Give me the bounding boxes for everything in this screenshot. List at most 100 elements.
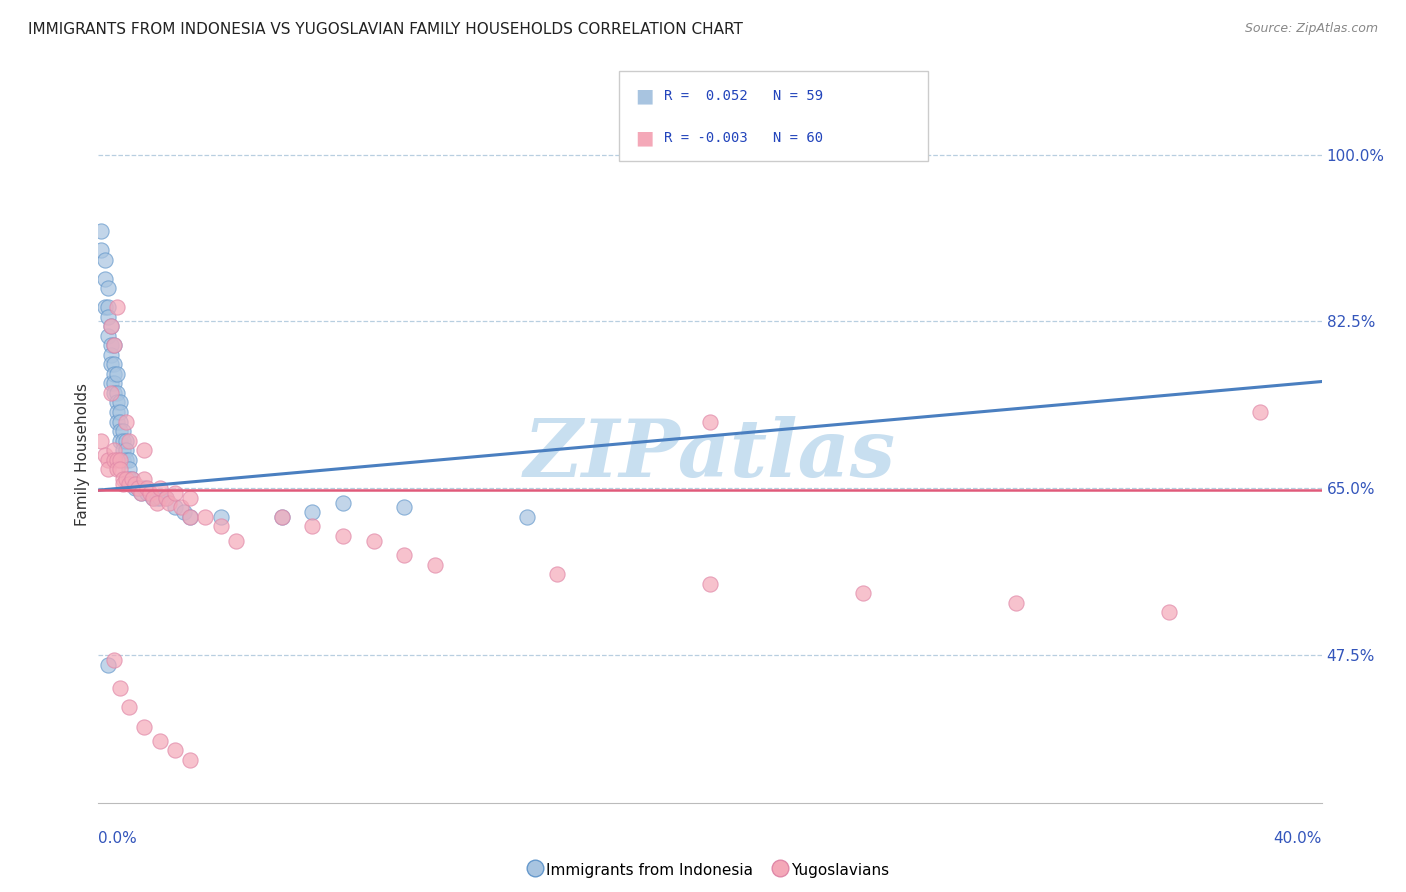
Point xyxy=(111,434,134,448)
Point xyxy=(142,491,165,505)
Point xyxy=(97,462,120,476)
Point xyxy=(155,491,177,505)
Point xyxy=(225,533,247,548)
Point xyxy=(90,434,112,448)
Point xyxy=(270,509,292,524)
Point xyxy=(111,452,134,467)
Point xyxy=(90,243,112,257)
Point xyxy=(115,443,138,458)
Point xyxy=(699,576,721,591)
Text: R = -0.003   N = 60: R = -0.003 N = 60 xyxy=(664,131,823,145)
Point xyxy=(118,472,141,486)
Point xyxy=(100,319,122,334)
Point xyxy=(209,519,232,533)
Point xyxy=(97,328,120,343)
Point xyxy=(118,476,141,491)
Point xyxy=(127,481,149,495)
Point xyxy=(209,509,232,524)
Point xyxy=(103,338,125,352)
Point xyxy=(163,486,186,500)
Point xyxy=(516,509,538,524)
Point xyxy=(363,533,385,548)
Point xyxy=(163,500,186,515)
Point xyxy=(1157,605,1180,619)
Point xyxy=(93,448,115,462)
Point xyxy=(108,415,131,429)
Point xyxy=(105,405,128,419)
Point xyxy=(139,486,162,500)
Point xyxy=(134,472,156,486)
Point xyxy=(97,657,120,672)
Point xyxy=(93,300,115,314)
Point xyxy=(111,476,134,491)
Point xyxy=(145,495,167,509)
Point xyxy=(129,486,152,500)
Point xyxy=(179,753,201,767)
Point xyxy=(105,452,128,467)
Point xyxy=(124,481,146,495)
Point xyxy=(115,472,138,486)
Point xyxy=(105,395,128,409)
Point xyxy=(105,367,128,381)
Point xyxy=(108,681,131,696)
Point xyxy=(179,509,201,524)
Point xyxy=(100,348,122,362)
Point xyxy=(129,486,152,500)
Point xyxy=(392,548,416,562)
Point xyxy=(127,481,149,495)
Point xyxy=(546,567,568,582)
Point xyxy=(157,495,180,509)
Point xyxy=(121,472,143,486)
Text: 40.0%: 40.0% xyxy=(1274,830,1322,846)
Point xyxy=(301,519,323,533)
Point xyxy=(103,443,125,458)
Point xyxy=(108,462,131,476)
Point xyxy=(103,653,125,667)
Point xyxy=(100,386,122,401)
Point xyxy=(423,558,446,572)
Point xyxy=(111,424,134,438)
Point xyxy=(134,481,156,495)
Point xyxy=(332,529,354,543)
Point xyxy=(270,509,292,524)
Point xyxy=(852,586,875,600)
Point xyxy=(97,300,120,314)
Point xyxy=(97,281,120,295)
Point xyxy=(332,495,354,509)
Point xyxy=(170,500,193,515)
Point xyxy=(118,462,141,476)
Point xyxy=(134,720,156,734)
Point xyxy=(103,367,125,381)
Point xyxy=(1004,596,1026,610)
Text: ■: ■ xyxy=(636,128,654,148)
Point xyxy=(699,415,721,429)
Point xyxy=(121,472,143,486)
Point xyxy=(108,434,131,448)
Point xyxy=(103,376,125,391)
Point xyxy=(136,486,159,500)
Text: R =  0.052   N = 59: R = 0.052 N = 59 xyxy=(664,89,823,103)
Point xyxy=(111,472,134,486)
Point xyxy=(179,491,201,505)
Point xyxy=(97,452,120,467)
Point xyxy=(100,338,122,352)
Point xyxy=(105,386,128,401)
Point xyxy=(108,395,131,409)
Point xyxy=(392,500,416,515)
Point xyxy=(108,424,131,438)
Point xyxy=(105,300,128,314)
Point xyxy=(93,252,115,267)
Point xyxy=(134,443,156,458)
Point xyxy=(111,443,134,458)
Point xyxy=(115,452,138,467)
Point xyxy=(145,491,167,505)
Point xyxy=(90,224,112,238)
Text: ■: ■ xyxy=(636,87,654,106)
Point xyxy=(149,491,172,505)
Point xyxy=(105,415,128,429)
Point xyxy=(115,434,138,448)
Point xyxy=(155,491,177,505)
Point xyxy=(118,452,141,467)
Point xyxy=(163,743,186,757)
Point xyxy=(108,405,131,419)
